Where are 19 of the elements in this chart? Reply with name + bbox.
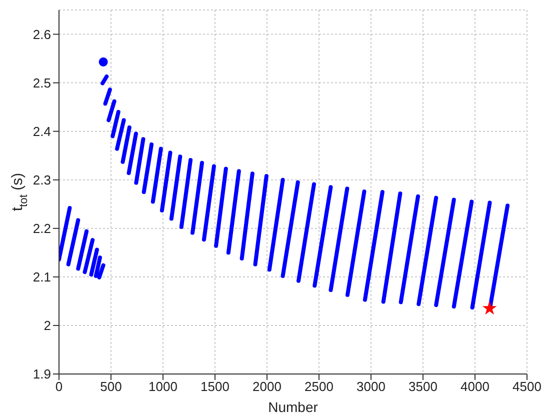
y-tick-label: 2.6 [32,26,51,42]
x-tick-label: 2500 [304,379,334,394]
x-tick-label: 1000 [148,379,178,394]
x-tick-label: 4500 [512,379,542,394]
y-tick-label: 2.2 [32,221,51,236]
y-tick-label: 2.1 [32,270,51,285]
y-tick-label: 2.5 [32,75,51,90]
x-tick-label: 2000 [252,379,282,394]
x-tick-label: 4000 [460,379,490,394]
x-axis-title: Number [268,399,318,415]
x-tick-label: 500 [100,379,122,394]
y-tick-label: 2.4 [32,124,51,139]
x-tick-label: 3000 [356,379,386,394]
x-tick-label: 0 [55,379,63,394]
x-tick-label: 3500 [408,379,438,394]
y-tick-label: 2 [44,318,51,334]
y-tick-label: 1.9 [32,366,51,382]
y-tick-label: 2.3 [32,172,51,188]
x-tick-label: 1500 [200,379,230,394]
